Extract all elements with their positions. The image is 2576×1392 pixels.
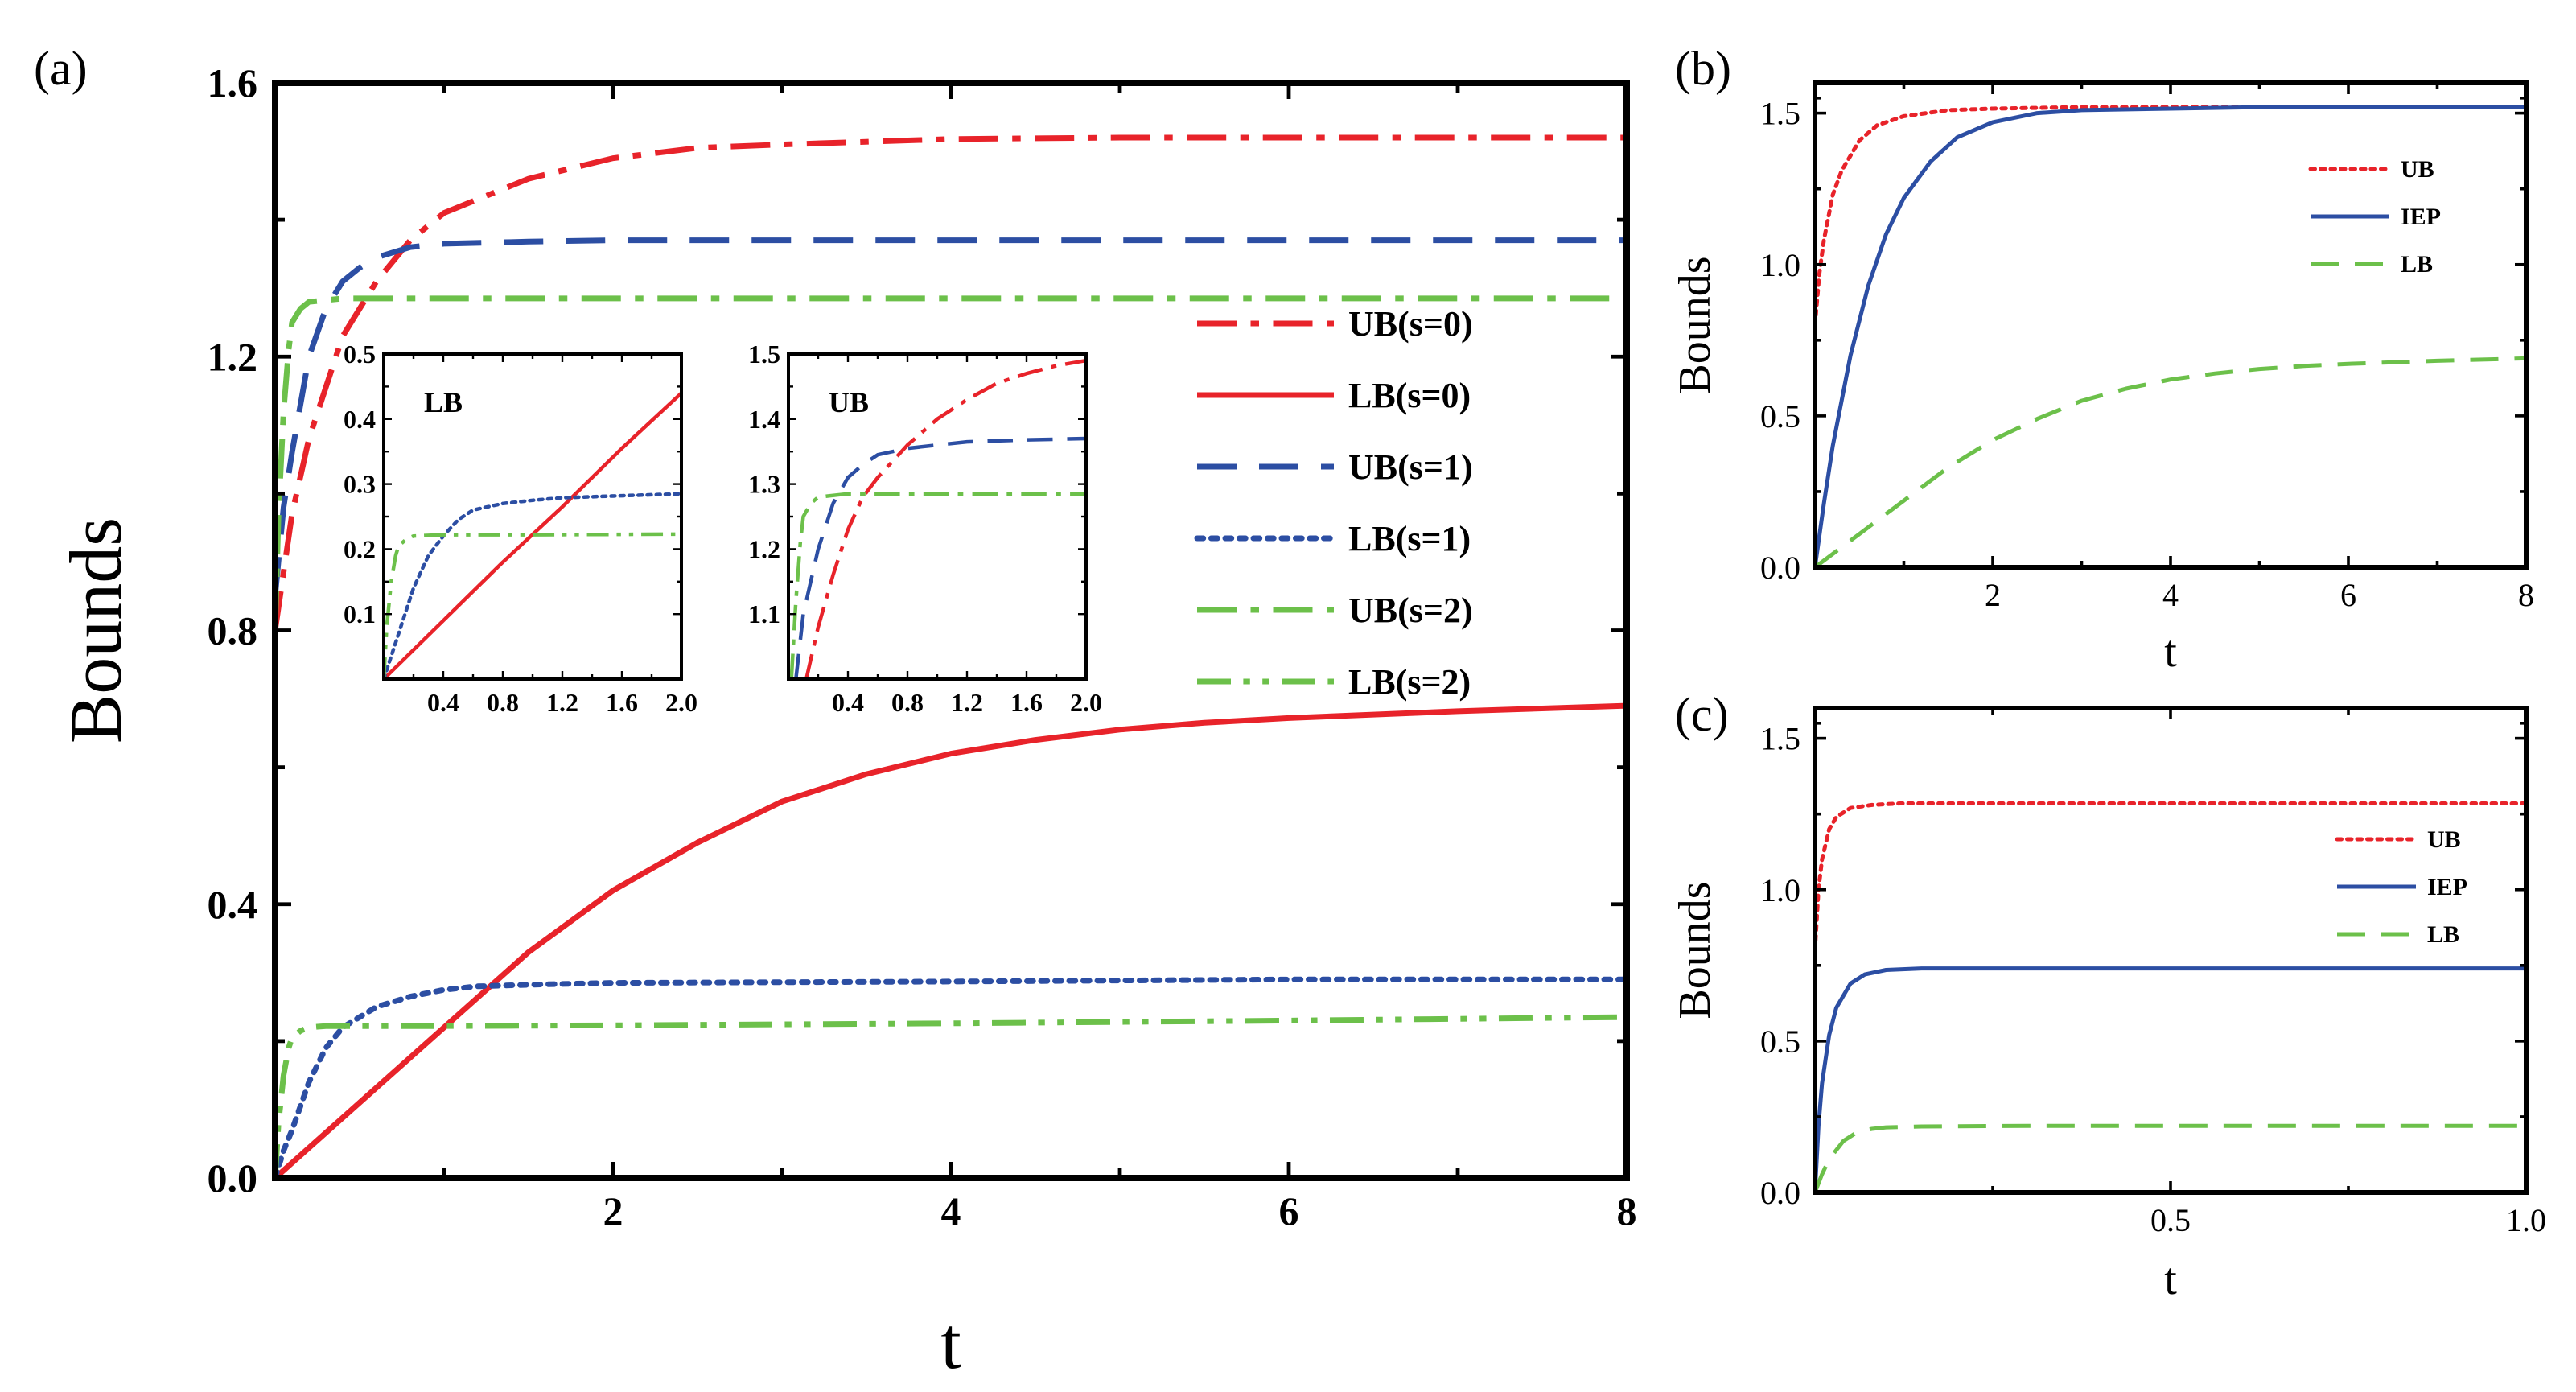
inset-lb-ytick-label: 0.1 <box>344 599 376 628</box>
c-plot-area <box>1815 708 2526 1192</box>
a-series-ub-s-1 <box>275 237 1627 597</box>
chart-b: 2 4 6 8 0.0 0.5 1.0 1.5 t Bounds UB IEP LB <box>1670 80 2534 677</box>
inset-lb-xtick-label: 0.8 <box>487 688 519 717</box>
c-legend-label: IEP <box>2427 874 2467 900</box>
a-legend-label: LB(s=1) <box>1348 519 1471 558</box>
inset-title-ub: UB <box>829 386 869 418</box>
panel-label-a: (a) <box>34 42 88 95</box>
c-y-axis-title: Bounds <box>1670 881 1720 1019</box>
inset-ub-ytick-label: 1.3 <box>748 470 780 499</box>
inset-ub-series-1 <box>794 436 1086 679</box>
a-legend-label: LB(s=0) <box>1348 376 1471 415</box>
a-ytick-label: 0.4 <box>208 882 258 927</box>
c-ytick-label: 0.0 <box>1760 1175 1800 1211</box>
inset-lb-xtick-label: 2.0 <box>665 688 697 717</box>
a-legend: UB(s=0) LB(s=0) UB(s=1) LB(s=1) UB(s=2) LB(s=… <box>1194 304 1473 702</box>
a-y-axis-title: Bounds <box>55 517 137 743</box>
b-legend-label: LB <box>2401 251 2433 278</box>
b-xtick-label: 4 <box>2162 577 2179 613</box>
a-legend-label: UB(s=0) <box>1348 304 1473 344</box>
b-legend: UB IEP LB <box>2308 156 2441 278</box>
inset-ub-xtick-label: 2.0 <box>1070 688 1102 717</box>
inset-lb-plot-area <box>384 354 681 679</box>
inset-ub-ytick-label: 1.4 <box>748 405 780 434</box>
a-xtick-label: 6 <box>1279 1188 1299 1233</box>
c-xtick-label: 0.5 <box>2150 1202 2191 1238</box>
inset-lb-ytick-label: 0.3 <box>344 470 376 499</box>
inset-ub: 0.4 0.8 1.2 1.6 2.0 1.1 1.2 1.3 1.4 1.5 UB <box>748 340 1102 717</box>
b-xtick-label: 8 <box>2518 577 2534 613</box>
b-series-iep <box>1815 105 2526 567</box>
inset-lb-xtick-label: 1.2 <box>546 688 578 717</box>
panel-label-b: (b) <box>1675 42 1731 95</box>
a-series-ub-s-2 <box>275 295 1627 631</box>
inset-ub-ytick-label: 1.1 <box>748 599 780 628</box>
a-xtick-label: 2 <box>603 1188 623 1233</box>
inset-ub-xtick-label: 1.2 <box>951 688 983 717</box>
a-series-lb-s-0 <box>275 702 1627 1178</box>
a-series-lb-s-2 <box>275 1014 1627 1178</box>
c-x-axis-title: t <box>2164 1254 2177 1304</box>
inset-lb-series-0 <box>384 391 681 679</box>
inset-title-lb: LB <box>424 386 463 418</box>
chart-a: 2 4 6 8 0.0 0.4 0.8 1.2 1.6 t Bounds UB(s=0) LB(s=0)… <box>55 60 1637 1384</box>
c-ytick-label: 0.5 <box>1760 1023 1800 1060</box>
a-ytick-label: 0.0 <box>208 1155 258 1200</box>
b-xtick-label: 2 <box>1985 577 2001 613</box>
a-ytick-label: 1.2 <box>208 334 258 379</box>
a-xtick-label: 8 <box>1617 1188 1637 1233</box>
c-series-lb <box>1815 1123 2526 1192</box>
b-ytick-label: 0.5 <box>1760 398 1800 434</box>
a-series-lb-s-1 <box>275 976 1627 1178</box>
b-y-axis-title: Bounds <box>1670 256 1720 393</box>
a-legend-label: UB(s=1) <box>1348 447 1473 487</box>
c-ytick-label: 1.0 <box>1760 872 1800 908</box>
inset-ub-xtick-label: 1.6 <box>1010 688 1043 717</box>
b-ytick-label: 0.0 <box>1760 550 1800 586</box>
inset-lb: 0.4 0.8 1.2 1.6 2.0 0.1 0.2 0.3 0.4 0.5 LB <box>344 340 697 717</box>
a-x-axis-title: t <box>940 1302 961 1384</box>
c-series-ub <box>1815 801 2526 953</box>
inset-ub-xtick-label: 0.4 <box>832 688 864 717</box>
b-ytick-label: 1.5 <box>1760 96 1800 132</box>
b-legend-label: IEP <box>2401 204 2441 230</box>
b-series-lb <box>1815 356 2526 567</box>
inset-ub-plot-area <box>788 354 1086 679</box>
inset-lb-series-2 <box>384 532 681 679</box>
inset-lb-ytick-label: 0.2 <box>344 534 376 563</box>
a-ytick-label: 0.8 <box>208 608 258 653</box>
inset-ub-series-0 <box>804 358 1086 679</box>
c-legend-label: UB <box>2427 826 2461 853</box>
inset-lb-xtick-label: 1.6 <box>606 688 638 717</box>
a-legend-label: LB(s=2) <box>1348 662 1471 702</box>
a-ytick-label: 1.6 <box>208 60 258 105</box>
c-legend-label: LB <box>2427 921 2459 948</box>
inset-lb-ytick-label: 0.5 <box>344 340 376 369</box>
chart-c: 0.5 1.0 0.0 0.5 1.0 1.5 t Bounds UB IEP LB <box>1670 706 2546 1304</box>
c-legend: UB IEP LB <box>2335 826 2467 948</box>
a-xtick-label: 4 <box>941 1188 961 1233</box>
panel-label-c: (c) <box>1675 688 1729 741</box>
b-xtick-label: 6 <box>2340 577 2356 613</box>
inset-lb-ytick-label: 0.4 <box>344 405 376 434</box>
a-legend-label: UB(s=2) <box>1348 591 1473 630</box>
inset-ub-ytick-label: 1.5 <box>748 340 780 369</box>
c-xtick-label: 1.0 <box>2506 1202 2546 1238</box>
inset-lb-xtick-label: 0.4 <box>427 688 459 717</box>
inset-ub-ytick-label: 1.2 <box>748 534 780 563</box>
b-x-axis-title: t <box>2164 627 2177 677</box>
c-series-iep <box>1815 966 2526 1192</box>
c-ytick-label: 1.5 <box>1760 721 1800 757</box>
a-series-ub-s-0 <box>275 134 1627 632</box>
b-legend-label: UB <box>2401 156 2434 183</box>
b-ytick-label: 1.0 <box>1760 247 1800 283</box>
b-plot-area <box>1815 83 2526 567</box>
inset-ub-xtick-label: 0.8 <box>891 688 924 717</box>
